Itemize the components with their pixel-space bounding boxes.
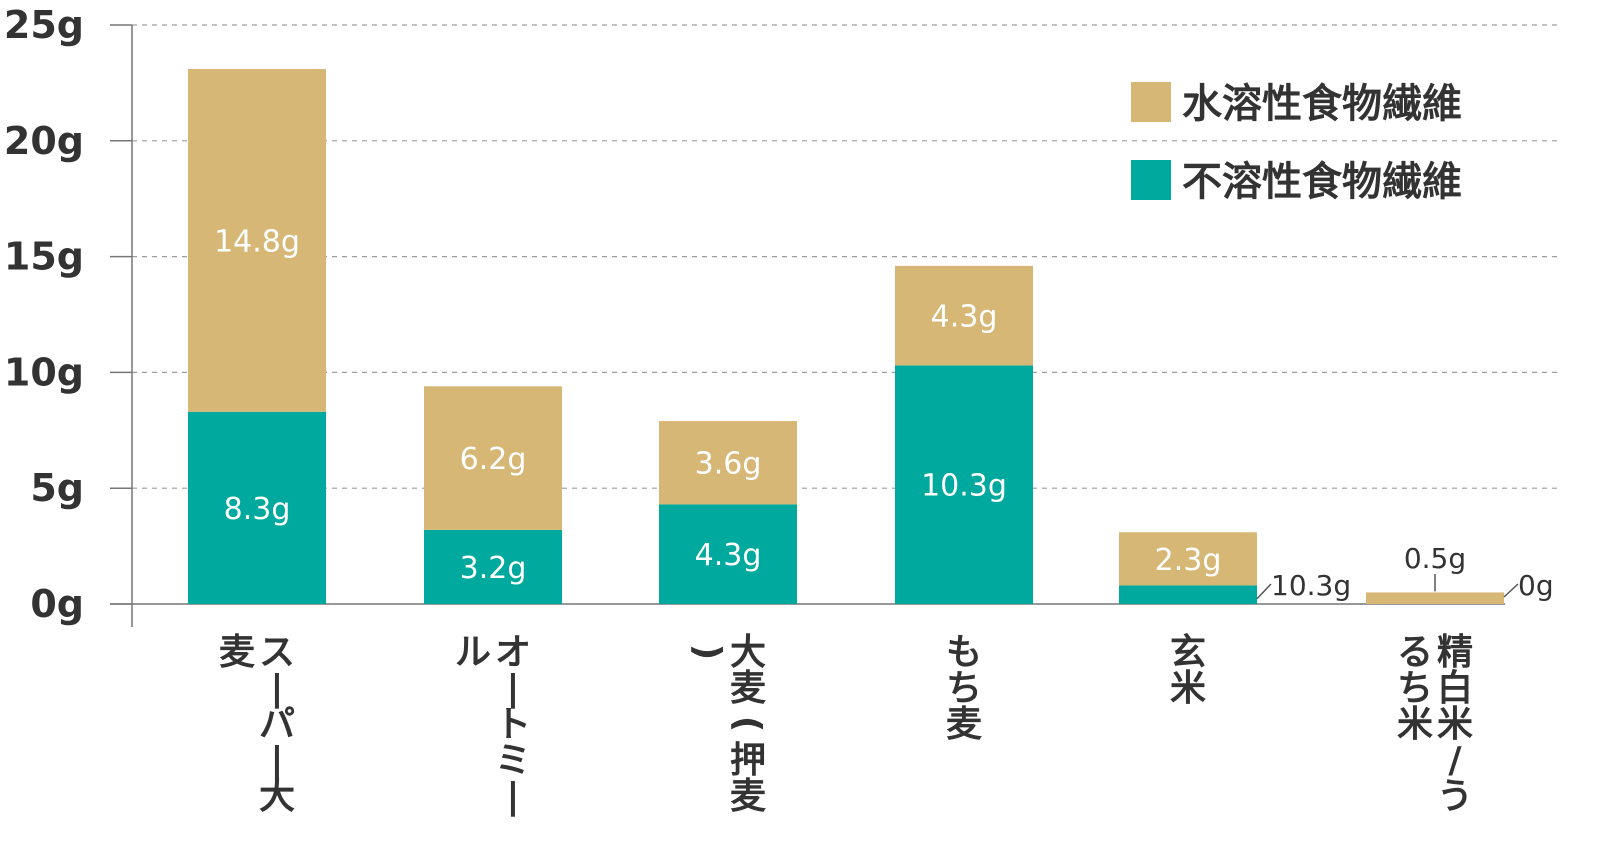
category-char: ト — [495, 704, 531, 745]
category-label: オ|トミ|ル — [455, 632, 531, 817]
legend-label: 不溶性食物繊維 — [1182, 159, 1462, 205]
category-char: 麦 — [946, 704, 982, 745]
category-char: ( — [727, 716, 768, 732]
bar-soluble — [659, 421, 797, 505]
data-label-insoluble: 8.3g — [224, 492, 291, 527]
bar-insoluble — [1119, 585, 1257, 604]
category-char: ル — [455, 632, 491, 673]
y-tick-label: 10g — [4, 350, 84, 394]
y-tick-label: 25g — [4, 3, 84, 47]
category-char: 玄 — [1170, 632, 1206, 673]
category-char: る — [1397, 632, 1433, 673]
category-char: 精 — [1437, 632, 1473, 673]
category-label: 大麦(押麦) — [687, 632, 768, 817]
category-label: 玄米 — [1170, 632, 1206, 709]
category-char: ち — [1397, 668, 1433, 709]
bar-insoluble — [424, 529, 562, 604]
y-axis: 0g 5g 10g 15g 20g 25g — [4, 3, 1505, 627]
y-tick-label: 0g — [30, 582, 84, 626]
category-char: パ — [259, 704, 295, 745]
bar-insoluble — [895, 365, 1033, 604]
data-label-soluble: 0.5g — [1404, 542, 1466, 575]
legend-swatch — [1131, 82, 1171, 122]
bar-soluble — [188, 69, 326, 412]
category-char: | — [270, 668, 283, 709]
y-tick-label: 15g — [4, 235, 84, 279]
category-char: 麦 — [219, 632, 255, 673]
data-label-insoluble: 3.2g — [460, 551, 527, 586]
category-char: も — [946, 632, 982, 673]
data-labels: 8.3g 14.8g 3.2g 6.2g 4.3g 3.6g 10.3g 4.3g 2.3g 10… — [214, 224, 1554, 602]
legend-swatch — [1131, 160, 1171, 200]
bar-insoluble — [188, 411, 326, 604]
bar-soluble — [1366, 592, 1504, 604]
category-char: 押 — [730, 740, 766, 781]
category-label: もち麦 — [946, 632, 982, 745]
data-label-soluble: 14.8g — [214, 224, 300, 259]
category-char: ち — [946, 668, 982, 709]
leader-line — [1503, 583, 1519, 598]
category-label: ス|パ|大麦 — [219, 632, 295, 817]
category-char: 麦 — [730, 776, 766, 817]
category-char: 白 — [1437, 668, 1473, 709]
legend-label: 水溶性食物繊維 — [1182, 81, 1462, 127]
category-char: 大 — [259, 776, 295, 817]
category-char: オ — [495, 632, 531, 673]
data-label-soluble: 6.2g — [460, 442, 527, 477]
category-char: ミ — [495, 740, 531, 781]
category-char: 米 — [1437, 704, 1473, 745]
y-tick-label: 20g — [4, 119, 84, 163]
data-label-soluble: 4.3g — [931, 300, 998, 335]
category-char: | — [506, 776, 519, 817]
category-char: / — [1448, 740, 1462, 781]
category-char: 米 — [1170, 668, 1206, 709]
bar-soluble — [1119, 532, 1257, 586]
category-char: う — [1437, 776, 1473, 817]
bar-soluble — [424, 386, 562, 530]
gridlines — [132, 24, 1560, 489]
category-char: 米 — [1397, 704, 1433, 745]
category-char: ス — [259, 632, 295, 673]
category-char: 大 — [730, 632, 766, 673]
category-char: 麦 — [730, 668, 766, 709]
category-char: | — [506, 668, 519, 709]
data-label-soluble: 2.3g — [1155, 543, 1222, 578]
data-label-insoluble: 10.3g — [921, 469, 1007, 504]
bar-insoluble — [659, 504, 797, 604]
category-char: | — [270, 740, 283, 781]
leader-line — [1256, 583, 1272, 600]
data-label-insoluble: 10.3g — [1271, 569, 1351, 602]
bars — [188, 69, 1504, 604]
y-tick-label: 5g — [30, 466, 84, 510]
category-char: ) — [687, 644, 728, 660]
data-label-insoluble: 4.3g — [695, 538, 762, 573]
data-label-soluble: 3.6g — [695, 447, 762, 482]
bar-soluble — [895, 265, 1033, 366]
data-label-insoluble: 0g — [1518, 569, 1554, 602]
